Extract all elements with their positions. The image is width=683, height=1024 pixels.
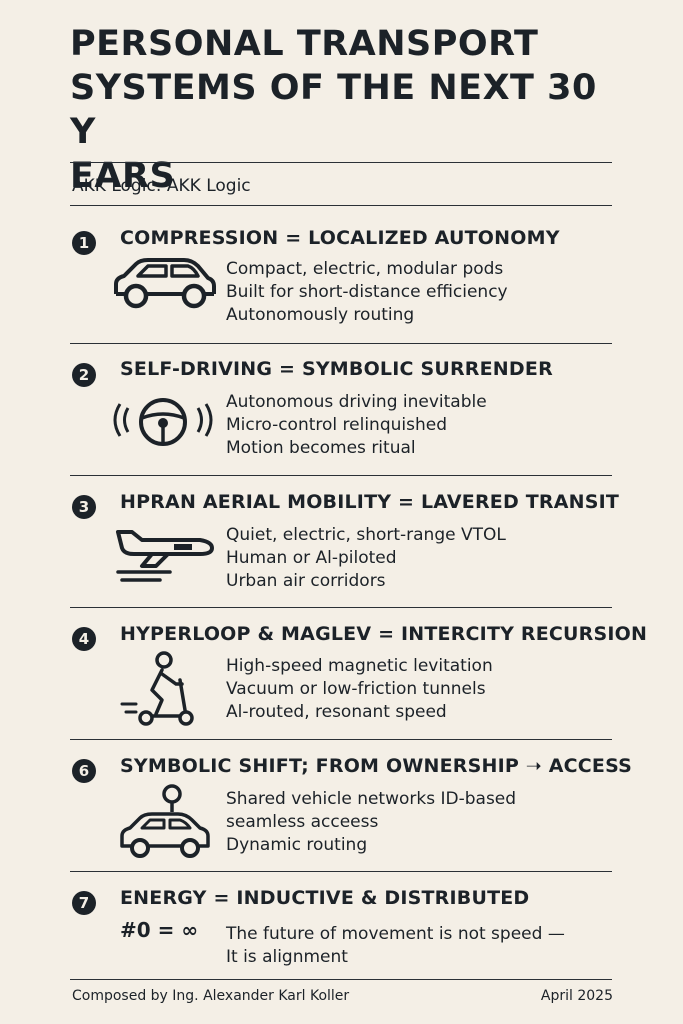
divider [70,871,612,872]
section-heading-2: SELF-DRIVING = SYMBOLIC SURRENDER [120,358,553,380]
list-item: Compact, electric, modular pods [226,259,504,279]
section-lines-6: Shared vehicle networks ID-based seamles… [226,788,516,857]
list-item: Shared vehicle networks ID-based [226,789,517,809]
shared-car-pin-icon [116,784,212,858]
section-lines-7: The future of movement is not speed — It… [226,923,565,969]
section-number-7: 7 [72,891,96,915]
subtitle: AKK Logic: AKK Logic [72,176,251,196]
footer-date: April 2025 [540,988,613,1004]
list-item: Autonomously routing [226,305,415,325]
divider [70,205,612,206]
footer-author: Composed by Ing. Alexander Karl Koller [72,988,350,1004]
section-lines-1: Compact, electric, modular pods Built fo… [226,258,508,327]
section-lines-4: High-speed magnetic levitation Vacuum or… [226,655,493,724]
divider [70,475,612,476]
list-item: Micro-control relinquished [226,415,447,435]
list-item: Motion becomes ritual [226,438,416,458]
section-number-2: 2 [72,363,96,387]
divider [70,162,612,163]
energy-formula: #0 = ∞ [120,918,199,942]
divider [70,343,612,344]
page-title: PERSONAL TRANSPORT SYSTEMS OF THE NEXT 3… [70,24,597,196]
section-lines-3: Quiet, electric, short-range VTOL Human … [226,524,506,593]
section-heading-3: HPRAN AERIAL MOBILITY = LAVERED TRANSIT [120,491,620,513]
list-item: It is alignment [226,947,348,967]
divider [70,979,612,980]
section-heading-1: COMPRESSION = LOCALIZED AUTONOMY [120,227,560,249]
list-item: Quiet, electric, short-range VTOL [226,525,506,545]
section-number-3: 3 [72,495,96,519]
list-item: Urban air corridors [226,571,386,591]
section-number-6: 6 [72,759,96,783]
car-icon [108,256,218,312]
section-number-1: 1 [72,231,96,255]
list-item: Autonomous driving inevitable [226,392,487,412]
section-heading-6: SYMBOLIC SHIFT; FROM OWNERSHIP ➝ ACCESS [120,755,633,777]
list-item: High-speed magnetic levitation [226,656,493,676]
list-item: Built for short-distance efficiency [226,282,508,302]
steering-wheel-icon [108,390,218,450]
section-heading-7: ENERGY = INDUCTIVE & DISTRIBUTED [120,887,530,909]
section-heading-4: HYPERLOOP & MAGLEV = INTERCITY RECURSION [120,623,648,645]
list-item: Vacuum or low-friction tunnels [226,679,486,699]
list-item: Human or Al-piloted [226,548,397,568]
air-vehicle-icon [112,522,217,584]
divider [70,607,612,608]
section-number-4: 4 [72,627,96,651]
list-item: Dynamic routing [226,835,368,855]
list-item: The future of movement is not speed — [226,924,565,944]
list-item: Al-routed, resonant speed [226,702,447,722]
divider [70,739,612,740]
list-item: seamless acceess [226,812,379,832]
section-lines-2: Autonomous driving inevitable Micro-cont… [226,391,487,460]
scooter-rider-icon [118,650,198,726]
